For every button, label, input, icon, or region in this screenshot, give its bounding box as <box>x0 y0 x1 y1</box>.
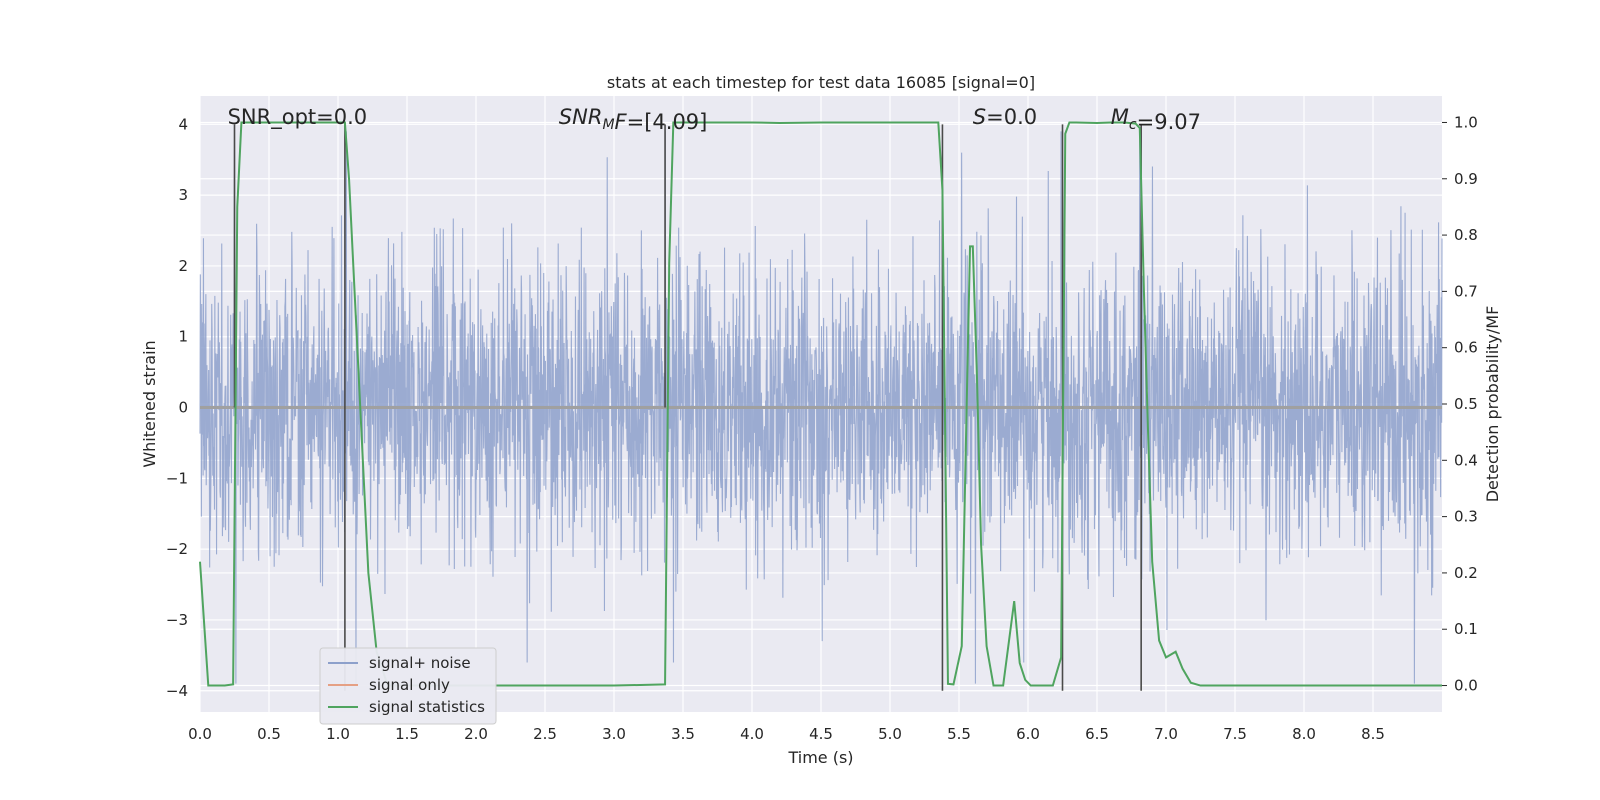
y2-axis-label: Detection probability/MF <box>1483 306 1502 503</box>
annotation: Mc=9.07 <box>1111 105 1201 134</box>
y2-tick-label: 0.5 <box>1454 395 1478 413</box>
x-tick-label: 7.0 <box>1154 725 1178 743</box>
y-tick-label: 4 <box>178 115 188 133</box>
x-axis-label: Time (s) <box>787 748 853 767</box>
y-tick-label: −2 <box>166 540 188 558</box>
x-tick-label: 6.5 <box>1085 725 1109 743</box>
annotation: S=0.0 <box>973 105 1037 129</box>
statistics-line <box>199 121 1442 687</box>
y2-tick-label: 0.6 <box>1454 339 1478 357</box>
series-signal-plus-noise <box>199 124 1443 684</box>
chart-title: stats at each timestep for test data 160… <box>607 73 1035 92</box>
noise-line <box>199 124 1443 684</box>
x-tick-label: 7.5 <box>1223 725 1247 743</box>
y2-tick-label: 0.9 <box>1454 170 1478 188</box>
series-signal-statistics <box>199 121 1442 687</box>
x-tick-label: 2.0 <box>464 725 488 743</box>
y-tick-label: 2 <box>178 257 188 275</box>
annotation-part: =0.0 <box>986 105 1037 129</box>
annotation-part: c <box>1129 117 1137 133</box>
y2-axis-ticks: 0.0 0.1 0.2 0.3 0.4 0.5 0.6 0.7 0.8 0.9 1.0 <box>1442 113 1478 695</box>
annotation-part: =9.07 <box>1137 110 1201 134</box>
y-tick-label: 3 <box>178 186 188 204</box>
annotation: SNRMF=[4.09] <box>559 105 708 134</box>
x-tick-label: 0.0 <box>188 725 212 743</box>
y-tick-label: −4 <box>166 682 188 700</box>
x-tick-label: 5.5 <box>947 725 971 743</box>
y2-tick-label: 1.0 <box>1454 113 1478 131</box>
x-tick-label: 0.5 <box>257 725 281 743</box>
y-axis-label: Whitened strain <box>140 340 159 467</box>
x-tick-label: 4.5 <box>809 725 833 743</box>
x-tick-label: 3.5 <box>671 725 695 743</box>
annotation: SNR_opt=0.0 <box>228 105 368 130</box>
x-tick-label: 4.0 <box>740 725 764 743</box>
y2-tick-label: 0.1 <box>1454 620 1478 638</box>
x-tick-label: 5.0 <box>878 725 902 743</box>
x-tick-label: 1.5 <box>395 725 419 743</box>
legend-label-signal-only: signal only <box>369 676 450 694</box>
x-axis-ticks: 0.0 0.5 1.0 1.5 2.0 2.5 3.0 3.5 4.0 4.5 5.0 5.5 6.0 6… <box>188 725 1385 743</box>
annotation-part: S <box>973 105 986 129</box>
annotation-part: M <box>1111 105 1129 129</box>
annotations: SNR_opt=0.0 SNRMF=[4.09] S=0.0 Mc=9.07 <box>228 105 1201 134</box>
y2-tick-label: 0.4 <box>1454 451 1478 469</box>
x-tick-label: 1.0 <box>326 725 350 743</box>
y2-tick-label: 0.3 <box>1454 508 1478 526</box>
y-tick-label: 0 <box>178 399 188 417</box>
legend-label-signal-plus-noise: signal+ noise <box>369 654 471 672</box>
legend: signal+ noise signal only signal statist… <box>319 647 497 725</box>
y-tick-label: −3 <box>166 611 188 629</box>
x-tick-label: 6.0 <box>1016 725 1040 743</box>
annotation-part: SNR <box>559 105 603 129</box>
y-axis-ticks: −4 −3 −2 −1 0 1 2 3 4 <box>166 115 188 699</box>
y-tick-label: −1 <box>166 469 188 487</box>
y-tick-label: 1 <box>178 328 188 346</box>
y2-tick-label: 0.8 <box>1454 226 1478 244</box>
legend-box <box>319 647 497 725</box>
legend-label-signal-statistics: signal statistics <box>369 698 485 716</box>
annotation-part: M <box>602 117 614 133</box>
y2-tick-label: 0.2 <box>1454 564 1478 582</box>
x-tick-label: 8.5 <box>1361 725 1385 743</box>
x-tick-label: 3.0 <box>602 725 626 743</box>
x-tick-label: 8.0 <box>1292 725 1316 743</box>
x-tick-label: 2.5 <box>533 725 557 743</box>
annotation-part: F <box>615 110 628 134</box>
annotation-part: =[4.09] <box>627 110 708 134</box>
y2-tick-label: 0.0 <box>1454 677 1478 695</box>
y2-tick-label: 0.7 <box>1454 282 1478 300</box>
